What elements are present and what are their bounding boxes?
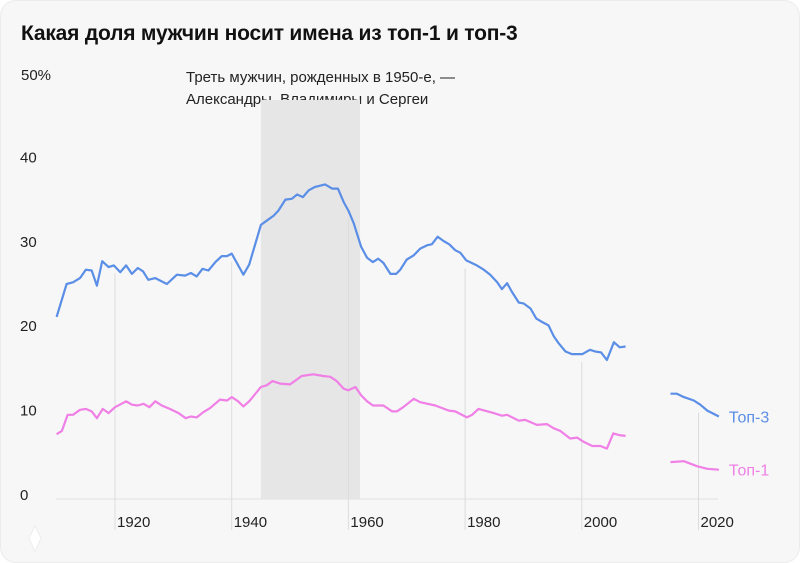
- series-line-top3: [670, 392, 720, 418]
- x-tick-label: 2020: [701, 514, 734, 531]
- y-tick-label: 40: [20, 149, 37, 166]
- series-line-top1: [56, 373, 626, 450]
- annotation: Треть мужчин, рожденных в 1950-е, — Алек…: [186, 67, 455, 111]
- x-tick-label: 1980: [467, 514, 500, 531]
- x-tick-label: 1940: [234, 514, 267, 531]
- y-tick-label: 10: [20, 403, 37, 420]
- y-tick-label: 30: [20, 234, 37, 251]
- y-tick-label: 20: [20, 318, 37, 335]
- x-tick-label: 2000: [584, 514, 617, 531]
- series-line-top1: [670, 460, 719, 471]
- annotation-line: Александры, Владимиры и Сергеи: [186, 91, 429, 108]
- logo-icon: [28, 524, 42, 554]
- y-tick-label: 0: [20, 487, 28, 504]
- series-line-top3: [55, 183, 626, 362]
- legend-label: Топ-1: [729, 463, 769, 480]
- y-tick-label: 50%: [21, 67, 52, 84]
- annotation-line: Треть мужчин, рожденных в 1950-е, —: [186, 69, 456, 86]
- x-tick-label: 1920: [117, 514, 150, 531]
- x-tick-label: 1960: [350, 514, 383, 531]
- highlight-band: [260, 100, 361, 499]
- legend-label: Топ-3: [729, 410, 769, 427]
- chart-title: Какая доля мужчин носит имена из топ-1 и…: [21, 22, 518, 45]
